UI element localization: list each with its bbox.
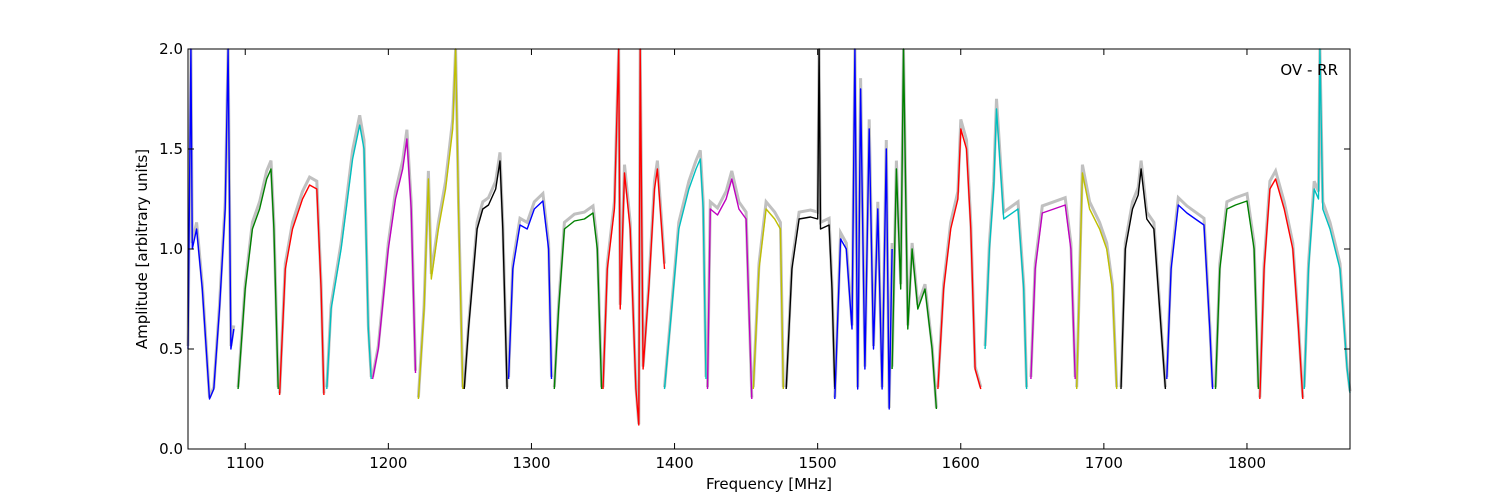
x-tick-label: 1800 <box>1228 454 1266 472</box>
series-line-5 <box>417 48 464 400</box>
series-line-21 <box>1166 204 1214 390</box>
y-tick-label: 1.5 <box>159 140 183 158</box>
series-line-20 <box>1120 168 1167 390</box>
x-tick-label: 1100 <box>226 454 264 472</box>
background-trace-7 <box>507 190 553 377</box>
x-tick-label: 1700 <box>1085 454 1123 472</box>
x-tick-label: 1400 <box>655 454 693 472</box>
series-line-10 <box>663 158 707 390</box>
x-axis: 1100 1200 1300 1400 1500 1600 1700 1800 <box>226 49 1266 472</box>
series-line-15 <box>891 48 938 410</box>
y-tick-label: 2.0 <box>159 40 183 58</box>
series-line-8 <box>553 212 603 390</box>
series-line-1 <box>237 168 279 390</box>
series-line-4 <box>371 138 417 380</box>
series-line-18 <box>1030 204 1076 380</box>
series-line-14 <box>834 48 893 410</box>
series-line-22 <box>1214 200 1260 390</box>
series-line-23 <box>1259 178 1304 400</box>
series-line-0 <box>187 48 235 400</box>
series-line-3 <box>326 124 372 390</box>
y-tick-label: 0.0 <box>159 440 183 458</box>
y-axis-title: Amplitude [arbitrary units] <box>133 149 151 349</box>
x-tick-label: 1500 <box>799 454 837 472</box>
background-trace-11 <box>706 170 754 398</box>
series-line-17 <box>984 108 1028 390</box>
x-axis-title: Frequency [MHz] <box>706 475 832 493</box>
series-layer <box>187 48 1351 426</box>
x-tick-label: 1200 <box>369 454 407 472</box>
chart-annotation: OV - RR <box>1280 61 1338 79</box>
x-tick-label: 1600 <box>942 454 980 472</box>
series-line-9 <box>602 48 666 426</box>
series-line-19 <box>1076 172 1118 390</box>
series-line-6 <box>463 160 508 390</box>
y-axis: 0.0 0.5 1.0 1.5 2.0 <box>159 40 1350 458</box>
series-line-11 <box>706 178 753 400</box>
series-line-7 <box>507 200 553 380</box>
series-line-24 <box>1303 48 1351 394</box>
y-tick-label: 1.0 <box>159 240 183 258</box>
y-tick-label: 0.5 <box>159 340 183 358</box>
series-line-16 <box>937 128 982 390</box>
x-tick-label: 1300 <box>512 454 550 472</box>
series-line-12 <box>752 208 784 390</box>
series-line-2 <box>278 184 325 396</box>
series-line-13 <box>785 48 836 390</box>
